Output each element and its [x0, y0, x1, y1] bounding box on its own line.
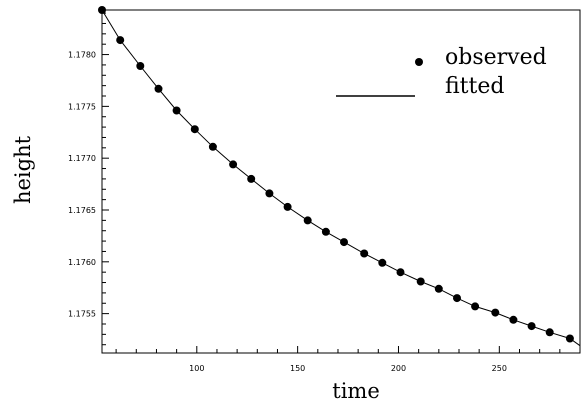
observed-point	[509, 315, 518, 324]
y-tick-label: 1.1780	[68, 51, 96, 60]
x-tick-label: 250	[492, 364, 507, 373]
observed-points	[98, 6, 574, 343]
observed-point	[303, 216, 312, 225]
observed-point	[396, 268, 405, 277]
legend: observed fitted	[336, 45, 547, 99]
observed-point	[190, 125, 199, 134]
observed-point	[321, 227, 330, 236]
legend-observed-marker	[415, 58, 423, 66]
observed-point	[265, 189, 274, 198]
plot-frame	[101, 9, 581, 354]
x-axis-ticks: 100 150 200 250	[115, 346, 581, 373]
observed-point	[154, 84, 163, 93]
y-tick-label: 1.1770	[68, 154, 96, 163]
observed-point	[527, 322, 536, 331]
observed-point	[172, 106, 181, 115]
observed-point	[340, 238, 348, 247]
legend-fitted-label: fitted	[445, 74, 504, 99]
observed-point	[360, 249, 369, 258]
y-tick-label: 1.1760	[68, 258, 96, 267]
x-tick-label: 100	[189, 364, 204, 373]
observed-point	[229, 160, 238, 169]
y-tick-label: 1.1775	[68, 102, 96, 111]
observed-point	[491, 308, 500, 317]
observed-point	[116, 36, 125, 45]
observed-point	[136, 62, 145, 70]
observed-point	[434, 284, 443, 293]
observed-point	[98, 6, 106, 14]
observed-point	[471, 302, 480, 311]
x-tick-label: 150	[290, 364, 305, 373]
observed-point	[378, 258, 387, 267]
observed-point	[545, 328, 554, 337]
observed-point	[565, 334, 574, 343]
y-tick-label: 1.1765	[68, 206, 96, 215]
y-axis-ticks: 1.1755 1.1760 1.1765 1.1770 1.1775 1.1780	[68, 12, 109, 346]
y-tick-label: 1.1755	[68, 310, 96, 319]
observed-point	[247, 174, 256, 183]
x-axis-title: time	[332, 379, 380, 403]
observed-point	[416, 277, 425, 286]
legend-observed-label: observed	[445, 45, 547, 70]
observed-point	[453, 294, 461, 303]
y-axis-title: height	[11, 135, 35, 204]
x-tick-label: 200	[391, 364, 406, 373]
observed-point	[283, 202, 292, 211]
observed-point	[208, 142, 217, 151]
